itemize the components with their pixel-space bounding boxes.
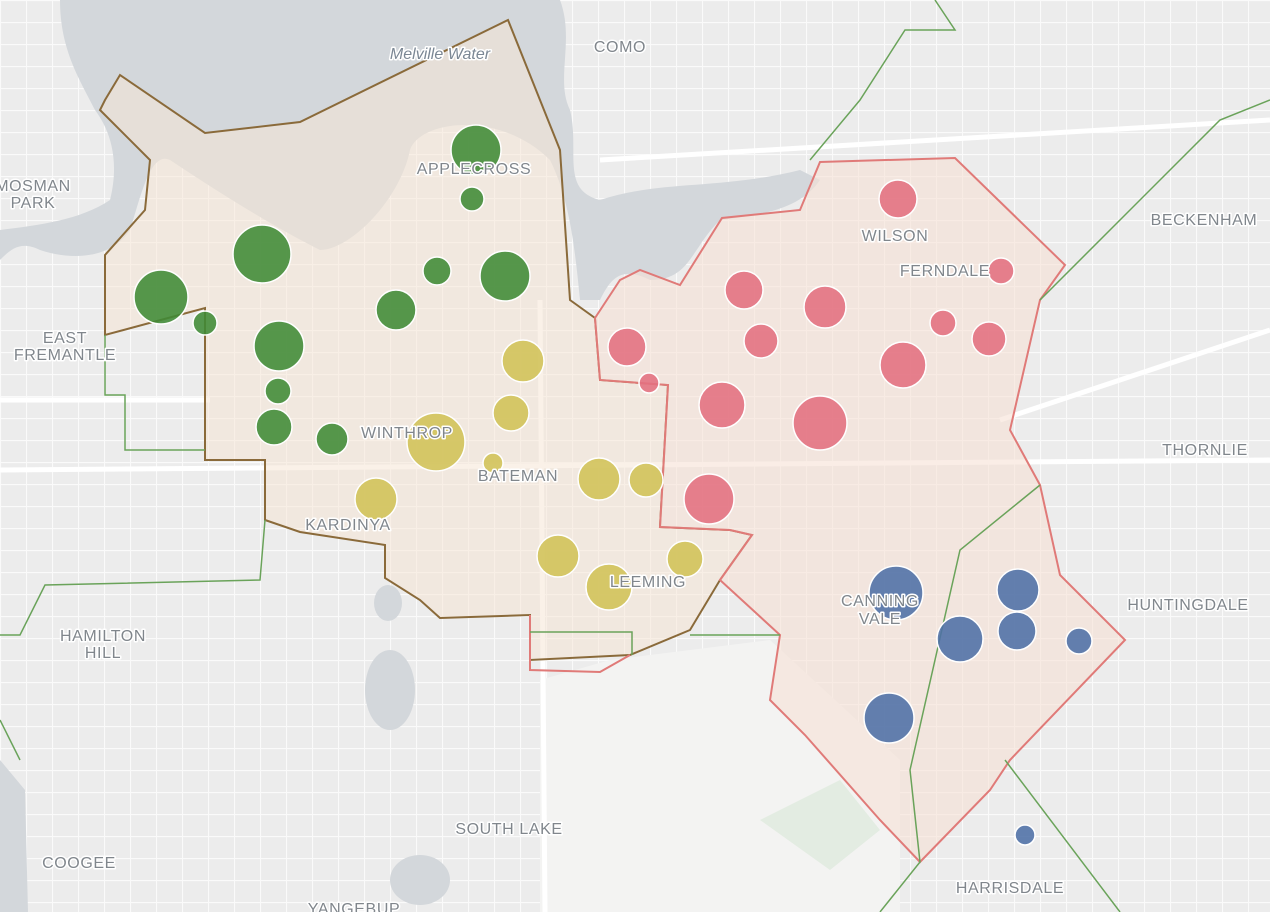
bubble-marker xyxy=(698,381,746,429)
suburb-label: BECKENHAM xyxy=(1151,212,1258,229)
bubble-marker xyxy=(479,250,531,302)
suburb-label: FREMANTLE xyxy=(14,347,116,364)
suburb-label: APPLECROSS xyxy=(417,161,531,178)
suburb-label: KARDINYA xyxy=(305,517,390,534)
lake xyxy=(365,650,415,730)
suburb-label: FERNDALE xyxy=(900,263,990,280)
bubble-marker xyxy=(638,372,660,394)
bubble-marker xyxy=(628,462,664,498)
bubble-marker xyxy=(406,412,466,472)
bubble-marker xyxy=(792,395,848,451)
bubble-marker xyxy=(501,339,545,383)
bubble-marker xyxy=(482,452,504,474)
bubble-marker xyxy=(232,224,292,284)
bubble-marker xyxy=(253,320,305,372)
suburb-label: MOSMAN xyxy=(0,178,71,195)
suburb-label: HAMILTON xyxy=(60,628,146,645)
bubble-marker xyxy=(264,377,292,405)
bubble-marker xyxy=(315,422,349,456)
bubble-marker xyxy=(863,692,915,744)
bubble-marker xyxy=(878,179,918,219)
bubble-marker xyxy=(1065,627,1093,655)
ocean xyxy=(0,760,28,912)
suburb-label: VALE xyxy=(859,611,901,628)
bubble-marker xyxy=(879,341,927,389)
bubble-marker xyxy=(422,256,452,286)
bubble-marker xyxy=(929,309,957,337)
bubble-marker xyxy=(987,257,1015,285)
bubble-marker xyxy=(133,269,189,325)
region-border xyxy=(529,615,631,674)
suburb-label: CANNING xyxy=(841,593,919,610)
bubble-marker xyxy=(666,540,704,578)
suburb-label: YANGEBUP xyxy=(308,901,401,912)
bubble-marker xyxy=(936,615,984,663)
bubble-marker xyxy=(577,457,621,501)
bubble-marker xyxy=(459,186,485,212)
bubble-marker xyxy=(450,124,502,176)
lake xyxy=(374,585,402,621)
bubble-marker xyxy=(192,310,218,336)
suburb-label: WILSON xyxy=(862,228,929,245)
bubble-marker xyxy=(255,408,293,446)
suburb-label: BATEMAN xyxy=(478,468,558,485)
bubble-marker xyxy=(375,289,417,331)
bubble-marker xyxy=(868,565,924,621)
suburb-label: COOGEE xyxy=(42,855,116,872)
bubble-marker xyxy=(1014,824,1036,846)
bubble-marker xyxy=(803,285,847,329)
suburb-label: HILL xyxy=(85,645,121,662)
bubbles xyxy=(133,124,1093,846)
bubble-marker xyxy=(971,321,1007,357)
suburb-label: PARK xyxy=(11,195,56,212)
bubble-marker xyxy=(354,477,398,521)
park xyxy=(760,780,880,870)
bubble-marker xyxy=(683,473,735,525)
bubble-marker xyxy=(585,563,633,611)
bubble-marker xyxy=(536,534,580,578)
bubble-marker xyxy=(607,327,647,367)
suburb-label: HUNTINGDALE xyxy=(1127,597,1248,614)
bubble-marker xyxy=(743,323,779,359)
bubble-marker xyxy=(997,611,1037,651)
water-label: Melville Water xyxy=(390,46,491,63)
suburb-label: SOUTH LAKE xyxy=(455,821,562,838)
suburb-label: LEEMING xyxy=(610,574,686,591)
suburb-label: EAST xyxy=(43,330,87,347)
suburb-label: COMO xyxy=(594,39,646,56)
suburb-label: THORNLIE xyxy=(1162,442,1248,459)
bubble-marker xyxy=(492,394,530,432)
bubble-marker xyxy=(724,270,764,310)
suburb-label: WINTHROP xyxy=(361,425,453,442)
bubble-marker xyxy=(996,568,1040,612)
suburb-label: HARRISDALE xyxy=(956,880,1064,897)
lake xyxy=(390,855,450,905)
